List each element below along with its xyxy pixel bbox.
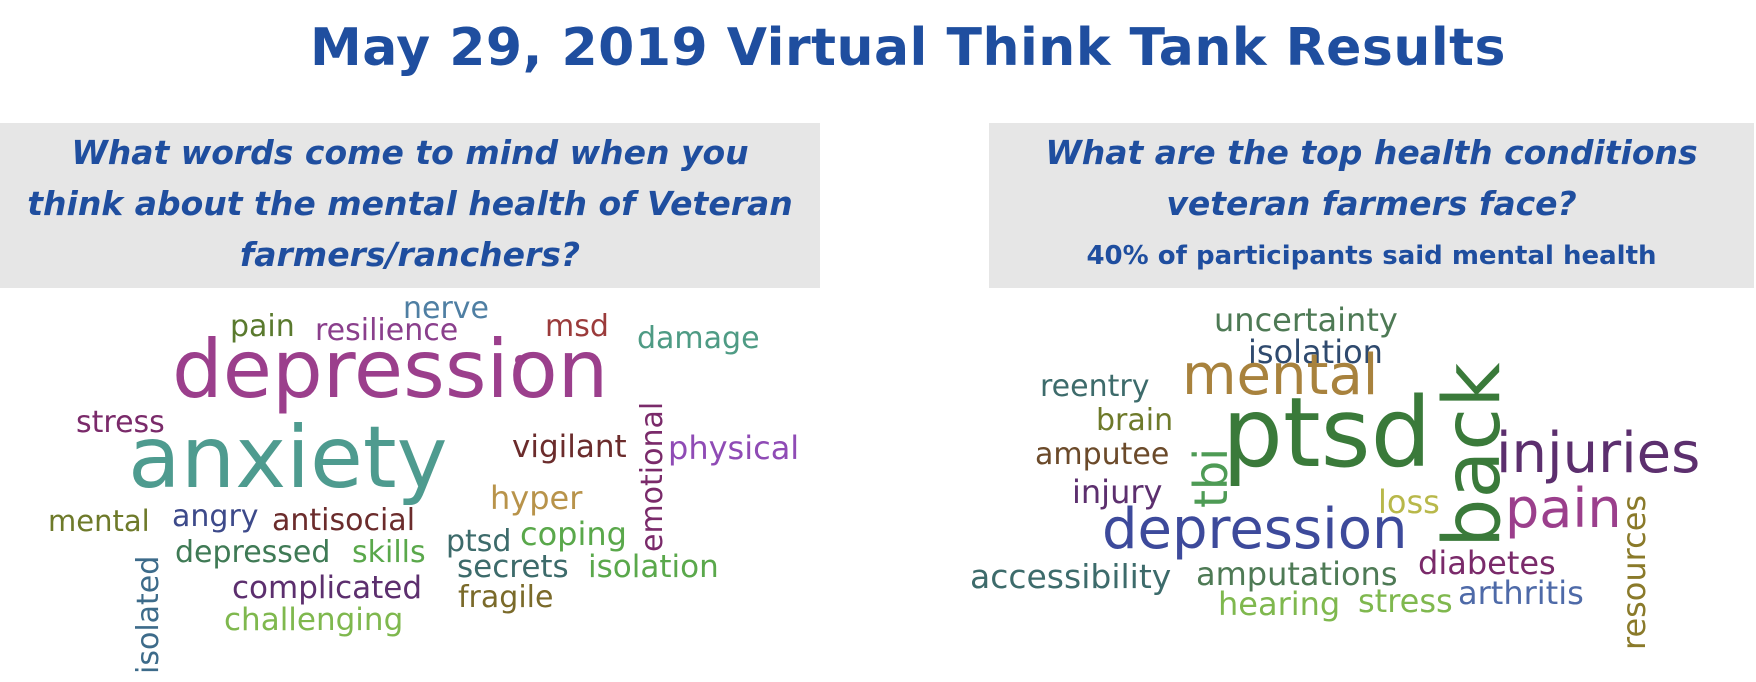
cloud-word: physical bbox=[668, 429, 800, 467]
cloud-word: anxiety bbox=[128, 408, 448, 508]
cloud-word: hyper bbox=[490, 479, 583, 517]
cloud-word: antisocial bbox=[272, 503, 416, 538]
cloud-word: damage bbox=[637, 321, 760, 356]
cloud-word: depression bbox=[1102, 497, 1408, 562]
cloud-word: challenging bbox=[224, 602, 404, 638]
word-cloud-mental-health: nerve pain resilience msd damage depress… bbox=[0, 290, 820, 682]
cloud-word: amputations bbox=[1196, 555, 1398, 593]
cloud-word: arthritis bbox=[1458, 574, 1584, 612]
cloud-word: brain bbox=[1096, 403, 1174, 438]
cloud-word: emotional bbox=[635, 401, 670, 552]
cloud-word: depressed bbox=[175, 535, 331, 570]
page-title: May 29, 2019 Virtual Think Tank Results bbox=[310, 18, 1506, 78]
cloud-word: depression bbox=[172, 323, 609, 416]
cloud-word: reentry bbox=[1040, 369, 1150, 404]
cloud-word: loss bbox=[1378, 483, 1440, 521]
cloud-word: isolation bbox=[1248, 333, 1383, 371]
cloud-word: ptsd bbox=[446, 524, 512, 559]
cloud-word: diabetes bbox=[1418, 544, 1556, 582]
cloud-word: amputee bbox=[1035, 437, 1170, 472]
cloud-word: mental bbox=[48, 504, 150, 538]
cloud-word: pain bbox=[230, 309, 295, 344]
cloud-word: complicated bbox=[232, 570, 423, 606]
cloud-word: injury bbox=[1072, 473, 1163, 511]
cloud-word: nerve bbox=[403, 291, 490, 326]
cloud-word: ptsd bbox=[1222, 377, 1432, 489]
cloud-word: uncertainty bbox=[1214, 301, 1398, 339]
cloud-word: secrets bbox=[457, 549, 569, 585]
cloud-word: skills bbox=[352, 535, 426, 570]
question-box-mental-health-words: What words come to mind when you think a… bbox=[0, 123, 820, 288]
cloud-word: msd bbox=[545, 309, 609, 344]
cloud-word: coping bbox=[520, 515, 627, 553]
stat-text: 40% of participants said mental health bbox=[1086, 241, 1657, 271]
cloud-word: fragile bbox=[458, 580, 554, 615]
cloud-word: stress bbox=[1358, 582, 1453, 620]
cloud-word: pain bbox=[1505, 477, 1622, 540]
cloud-word: hearing bbox=[1218, 585, 1341, 623]
question-text: What are the top health conditions veter… bbox=[1045, 133, 1698, 223]
cloud-word: injuries bbox=[1496, 421, 1701, 486]
cloud-word: mental bbox=[1182, 343, 1379, 408]
cloud-word: resilience bbox=[315, 313, 459, 348]
cloud-word: isolation bbox=[588, 549, 719, 585]
cloud-word: isolated bbox=[131, 555, 166, 674]
cloud-word: accessibility bbox=[970, 557, 1172, 596]
question-box-health-conditions: What are the top health conditions veter… bbox=[989, 123, 1754, 288]
cloud-word: vigilant bbox=[512, 429, 627, 465]
question-text: What words come to mind when you think a… bbox=[27, 133, 793, 274]
cloud-word: stress bbox=[76, 405, 165, 440]
cloud-word: angry bbox=[172, 499, 259, 534]
word-cloud-health-conditions: uncertainty isolation reentry mental bra… bbox=[960, 290, 1756, 682]
cloud-word: resources bbox=[1615, 494, 1653, 650]
cloud-dot bbox=[515, 355, 525, 365]
